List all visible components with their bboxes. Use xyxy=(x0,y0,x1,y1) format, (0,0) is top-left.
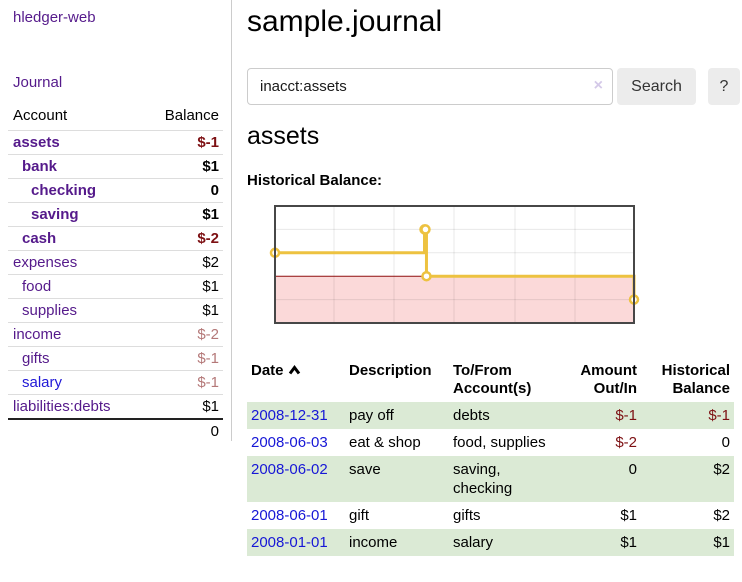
account-row-checking: checking 0 xyxy=(8,178,223,202)
account-balance: $2 xyxy=(202,254,219,271)
register-header-row: Date Description To/From Account(s) Amou… xyxy=(247,360,734,402)
transaction-date-link[interactable]: 2008-12-31 xyxy=(251,407,328,424)
amount-column-header: Amount Out/In xyxy=(580,362,637,397)
app-title-link[interactable]: hledger-web xyxy=(13,9,96,26)
account-row-gifts: gifts $-1 xyxy=(8,346,223,370)
sidebar: hledger-web Journal Account Balance asse… xyxy=(0,0,232,441)
transaction-balance: $1 xyxy=(713,534,730,551)
account-balance: $1 xyxy=(202,398,219,415)
transaction-amount: $1 xyxy=(620,534,637,551)
accounts-table: Account Balance assets $-1 bank $1 check… xyxy=(8,106,223,440)
description-column-header: Description xyxy=(349,362,432,379)
register-row: 2008-06-02 save saving, checking 0 $2 xyxy=(247,456,734,502)
account-link[interactable]: checking xyxy=(31,182,97,199)
account-row-expenses: expenses $2 xyxy=(8,250,223,274)
account-balance: $1 xyxy=(202,278,219,295)
account-row-assets: assets $-1 xyxy=(8,130,223,154)
account-balance: $-2 xyxy=(197,326,219,343)
account-link[interactable]: saving xyxy=(31,206,79,223)
transaction-description: pay off xyxy=(349,407,394,424)
sidebar-item-journal[interactable]: Journal xyxy=(13,74,63,91)
account-balance: $-1 xyxy=(197,134,219,151)
transaction-date-link[interactable]: 2008-01-01 xyxy=(251,534,328,551)
account-link[interactable]: cash xyxy=(22,230,57,247)
balance-chart xyxy=(269,205,640,324)
sort-ascending-icon xyxy=(288,365,300,375)
search-button[interactable]: Search xyxy=(617,68,696,105)
account-link[interactable]: supplies xyxy=(22,302,78,319)
transaction-description: gift xyxy=(349,507,370,524)
account-row-supplies: supplies $1 xyxy=(8,298,223,322)
account-row-income: income $-2 xyxy=(8,322,223,346)
accounts-total-value: 0 xyxy=(210,423,219,440)
transaction-balance: $2 xyxy=(713,461,730,478)
register-row: 2008-06-01 gift gifts $1 $2 xyxy=(247,502,734,529)
account-link[interactable]: gifts xyxy=(22,350,50,367)
account-row-bank: bank $1 xyxy=(8,154,223,178)
register-row: 2008-06-03 eat & shop food, supplies $-2… xyxy=(247,429,734,456)
transaction-accounts: debts xyxy=(453,407,490,424)
transaction-description: eat & shop xyxy=(349,434,421,451)
account-heading: assets xyxy=(247,122,320,150)
balance-column-header: Balance xyxy=(164,107,219,124)
account-link[interactable]: liabilities:debts xyxy=(13,398,111,415)
search-input[interactable] xyxy=(247,68,613,105)
transaction-accounts: gifts xyxy=(453,507,481,524)
account-column-header: Account xyxy=(13,107,68,124)
transaction-balance: $-1 xyxy=(708,407,730,424)
transaction-accounts: saving, checking xyxy=(453,461,513,497)
register-table: Date Description To/From Account(s) Amou… xyxy=(247,360,734,556)
help-button[interactable]: ? xyxy=(708,68,740,105)
account-balance: $1 xyxy=(202,206,219,223)
account-row-food: food $1 xyxy=(8,274,223,298)
transaction-date-link[interactable]: 2008-06-02 xyxy=(251,461,328,478)
accounts-total-row: 0 xyxy=(8,418,223,440)
register-row: 2008-12-31 pay off debts $-1 $-1 xyxy=(247,402,734,429)
transaction-date-link[interactable]: 2008-06-03 xyxy=(251,434,328,451)
chart-title-label: Historical Balance: xyxy=(247,172,383,189)
accounts-table-header: Account Balance xyxy=(8,106,223,130)
transaction-accounts: food, supplies xyxy=(453,434,546,451)
account-row-cash: cash $-2 xyxy=(8,226,223,250)
date-column-header[interactable]: Date xyxy=(247,360,345,402)
account-column-header: To/From Account(s) xyxy=(453,362,532,397)
transaction-amount: 0 xyxy=(628,461,637,478)
transaction-amount: $1 xyxy=(620,507,637,524)
transaction-balance: 0 xyxy=(721,434,730,451)
main-content: sample.journal × Search ? assets Histori… xyxy=(247,0,742,582)
account-balance: 0 xyxy=(210,182,219,199)
account-row-salary: salary $-1 xyxy=(8,370,223,394)
register-row: 2008-01-01 income salary $1 $1 xyxy=(247,529,734,556)
account-link[interactable]: expenses xyxy=(13,254,78,271)
account-link[interactable]: income xyxy=(13,326,62,343)
account-balance: $-1 xyxy=(197,350,219,367)
page-title: sample.journal xyxy=(247,5,443,38)
account-row-saving: saving $1 xyxy=(8,202,223,226)
clear-search-icon[interactable]: × xyxy=(593,77,603,94)
account-balance: $-1 xyxy=(197,374,219,391)
transaction-balance: $2 xyxy=(713,507,730,524)
transaction-description: save xyxy=(349,461,381,478)
transaction-amount: $-1 xyxy=(615,407,637,424)
account-link[interactable]: bank xyxy=(22,158,58,175)
transaction-date-link[interactable]: 2008-06-01 xyxy=(251,507,328,524)
account-link[interactable]: assets xyxy=(13,134,60,151)
account-link[interactable]: food xyxy=(22,278,52,295)
account-balance: $1 xyxy=(202,158,219,175)
search-form: × Search ? xyxy=(247,68,740,105)
account-balance: $-2 xyxy=(197,230,219,247)
account-balance: $1 xyxy=(202,302,219,319)
account-row-liabilities-debts: liabilities:debts $1 xyxy=(8,394,223,418)
transaction-amount: $-2 xyxy=(615,434,637,451)
account-link[interactable]: salary xyxy=(22,374,63,391)
transaction-accounts: salary xyxy=(453,534,494,551)
balance-column-header: Historical Balance xyxy=(661,362,730,397)
transaction-description: income xyxy=(349,534,398,551)
